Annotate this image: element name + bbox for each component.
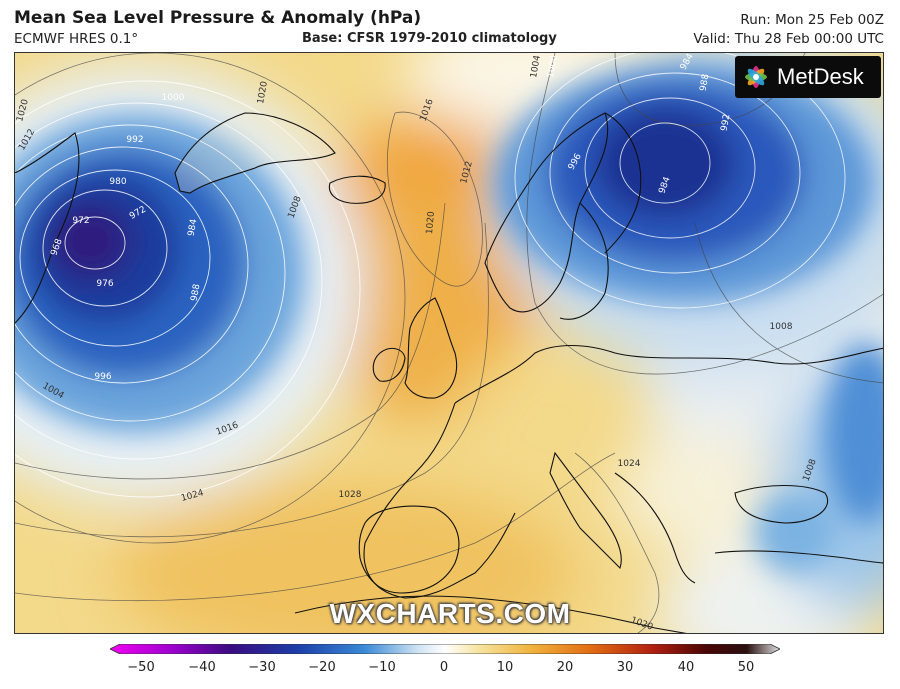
run-time-label: Run: Mon 25 Feb 00Z	[740, 12, 884, 28]
isobar-label: 992	[720, 113, 733, 132]
isobars-western-low	[15, 80, 361, 498]
colorbar-tick: 0	[439, 660, 449, 675]
metdesk-brand-text: MetDesk	[777, 64, 864, 89]
isobar-label: 1028	[339, 490, 362, 500]
isobar-label: 1000	[162, 93, 185, 103]
colorbar-tick: 30	[616, 660, 634, 675]
model-label: ECMWF HRES 0.1°	[14, 31, 139, 47]
isobar-label: 1000	[546, 54, 560, 79]
colorbar-tick: −50	[127, 660, 155, 675]
pressure-map: 1020 1012 1000 992 980 972 972 968 984 9…	[14, 52, 884, 634]
chart-title: Mean Sea Level Pressure & Anomaly (hPa)	[14, 8, 422, 28]
isobar-label: 992	[126, 135, 143, 145]
isobar-label: 988	[190, 283, 203, 302]
isobar-label: 984	[187, 218, 200, 237]
isobar-label: 1020	[256, 80, 270, 105]
colorbar-tick: −20	[308, 660, 336, 675]
coastlines	[15, 112, 883, 633]
colorbar-tick: 10	[496, 660, 514, 675]
valid-time-label: Valid: Thu 28 Feb 00:00 UTC	[693, 31, 884, 47]
colorbar-tick: −40	[188, 660, 216, 675]
isobars-eastern-low	[514, 53, 846, 309]
colorbar-tick: 20	[556, 660, 574, 675]
isobar-label: 1024	[618, 459, 641, 469]
isobar-label: 1020	[425, 211, 437, 235]
isobar-label: 988	[699, 73, 712, 92]
colorbar-tick: 50	[737, 660, 755, 675]
colorbar-tick: 40	[677, 660, 695, 675]
colorbar-tick: −10	[368, 660, 396, 675]
isobar-label: 1008	[770, 322, 793, 332]
isobar-label: 972	[72, 216, 89, 226]
isobars-outer	[15, 53, 883, 633]
isobar-label: 980	[109, 177, 126, 187]
metdesk-logo: MetDesk	[735, 56, 881, 98]
colorbar-tick: −30	[248, 660, 276, 675]
metdesk-flower-icon	[745, 66, 767, 88]
anomaly-colorbar	[110, 644, 780, 654]
isobar-label: 996	[94, 372, 111, 382]
base-climatology-label: Base: CFSR 1979-2010 climatology	[302, 31, 557, 46]
isobar-label: 1004	[529, 54, 543, 79]
map-canvas: 1020 1012 1000 992 980 972 972 968 984 9…	[15, 53, 883, 633]
wxcharts-watermark: WXCHARTS.COM	[329, 598, 571, 629]
isobar-label: 976	[96, 279, 113, 289]
